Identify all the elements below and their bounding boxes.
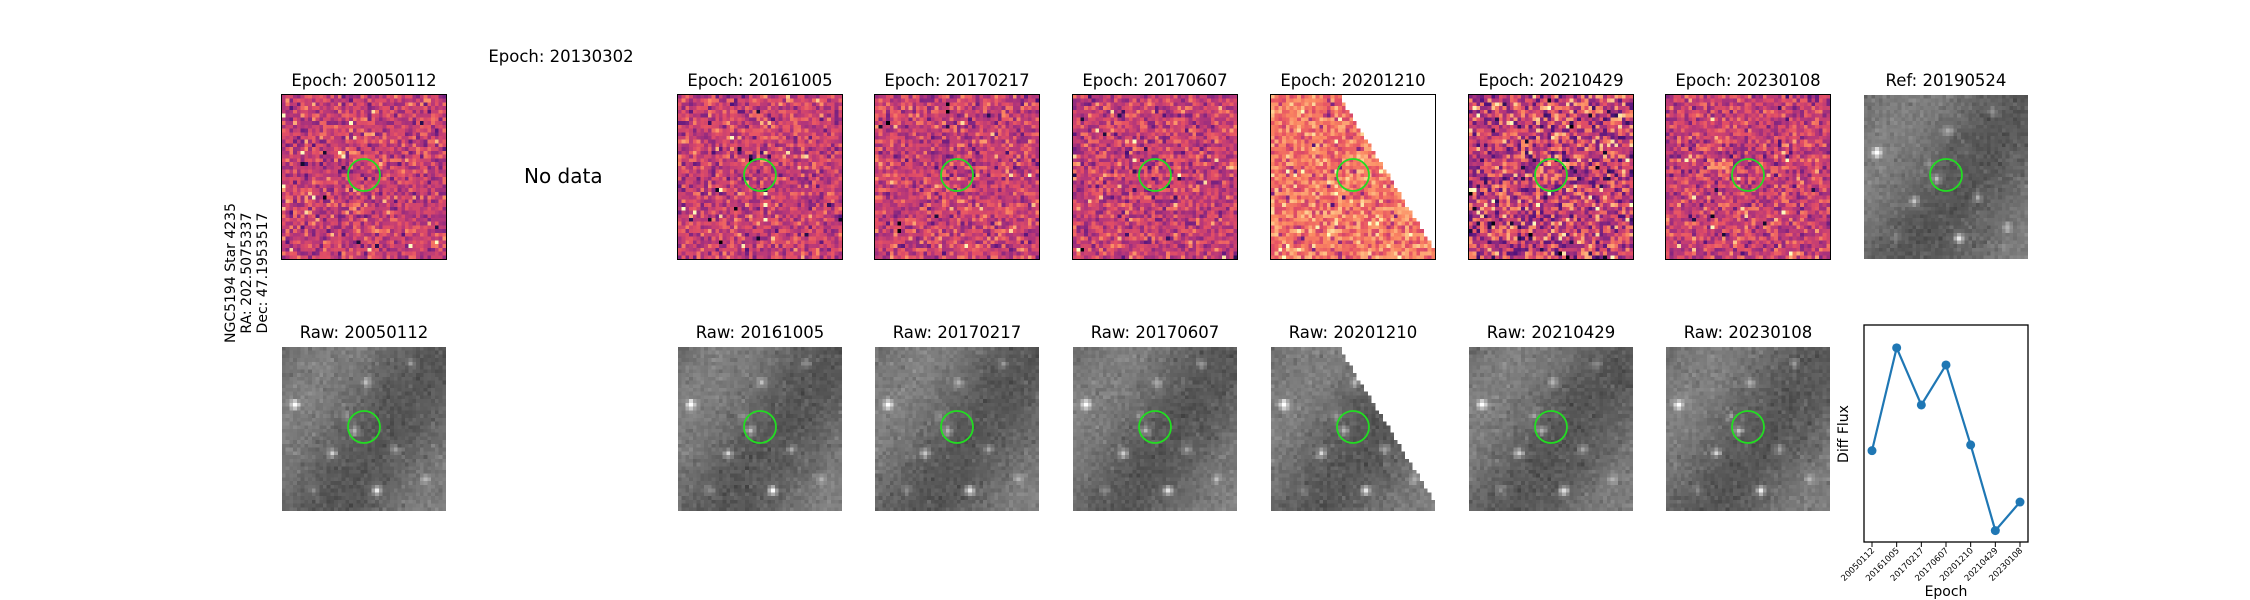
target-circle — [1534, 410, 1568, 444]
target-circle — [743, 410, 777, 444]
target-circle — [940, 158, 974, 192]
diff-panel-20170217 — [874, 94, 1040, 260]
diff-panel-20201210 — [1270, 94, 1436, 260]
plot-frame — [1863, 324, 2029, 543]
raw-image — [678, 347, 842, 511]
raw-image — [1073, 347, 1237, 511]
target-circle — [743, 158, 777, 192]
diff-image — [1469, 95, 1633, 259]
target-circle — [1929, 158, 1963, 192]
bottom-title-4: Raw: 20201210 — [1288, 323, 1418, 342]
data-point — [1990, 526, 2000, 536]
target-circle — [1731, 410, 1765, 444]
diff-image — [678, 95, 842, 259]
data-point — [1867, 446, 1877, 456]
series-line — [1870, 344, 2021, 533]
raw-panel-20050112 — [282, 347, 446, 511]
raw-image — [1469, 347, 1633, 511]
bottom-title-6: Raw: 20230108 — [1683, 323, 1813, 342]
no-data-text: No data — [524, 164, 603, 188]
raw-image — [875, 347, 1039, 511]
data-point — [1892, 343, 1902, 353]
diff-panel-20050112 — [281, 94, 447, 260]
raw-image — [1666, 347, 1830, 511]
top-title-0: Epoch: 20050112 — [291, 71, 437, 90]
diff-image — [875, 95, 1039, 259]
bottom-title-0: Raw: 20050112 — [299, 323, 429, 342]
raw-panel-20201210 — [1271, 347, 1435, 511]
target-circle — [1336, 410, 1370, 444]
diff-image — [1073, 95, 1237, 259]
x-ticks: 2005011220161005201702172017060720201210… — [1839, 542, 2025, 584]
raw-panel-20210429 — [1469, 347, 1633, 511]
bottom-title-1: Raw: 20161005 — [695, 323, 825, 342]
diff-image — [282, 95, 446, 259]
data-point — [2015, 497, 2025, 507]
target-circle — [347, 158, 381, 192]
bottom-title-2: Raw: 20170217 — [892, 323, 1022, 342]
y-axis-label: Diff Flux — [1836, 405, 1852, 463]
target-circles — [347, 158, 1963, 444]
target-circle — [1336, 158, 1370, 192]
raw-image — [1271, 347, 1435, 511]
top-title-4: Epoch: 20170607 — [1082, 71, 1228, 90]
diff-image — [1271, 95, 1435, 259]
top-title-3: Epoch: 20170217 — [884, 71, 1030, 90]
series-points — [1867, 343, 2025, 536]
raw-panel-20170607 — [1073, 347, 1237, 511]
raw-panel-20230108 — [1666, 347, 1830, 511]
data-point — [1941, 360, 1951, 370]
diff-panel-20161005 — [677, 94, 843, 260]
top-title-6: Epoch: 20210429 — [1478, 71, 1624, 90]
top-title-5: Epoch: 20201210 — [1280, 71, 1426, 90]
ref-panel-20190524 — [1864, 95, 2028, 259]
diff-panel-20170607 — [1072, 94, 1238, 260]
diff-panel-20230108 — [1665, 94, 1831, 260]
top-title-2: Epoch: 20161005 — [687, 71, 833, 90]
target-circle — [347, 410, 381, 444]
target-circle — [1731, 158, 1765, 192]
x-axis-label: Epoch — [1925, 584, 1968, 600]
target-circle — [1534, 158, 1568, 192]
data-point — [1966, 440, 1976, 450]
top-title-1: Epoch: 20130302 — [488, 47, 634, 66]
diff-panel-20210429 — [1468, 94, 1634, 260]
top-title-7: Epoch: 20230108 — [1675, 71, 1821, 90]
data-point — [1916, 400, 1926, 410]
bottom-title-5: Raw: 20210429 — [1486, 323, 1616, 342]
diff-image — [1666, 95, 1830, 259]
top-title-8: Ref: 20190524 — [1885, 71, 2007, 90]
raw-panel-20161005 — [678, 347, 842, 511]
target-circle — [1138, 158, 1172, 192]
ref-image — [1864, 95, 2028, 259]
raw-image — [282, 347, 446, 511]
target-circle — [940, 410, 974, 444]
target-circle — [1138, 410, 1172, 444]
light-curve-chart: 2005011220161005201702172017060720201210… — [1836, 324, 2029, 600]
bottom-title-3: Raw: 20170607 — [1090, 323, 1220, 342]
raw-panel-20170217 — [875, 347, 1039, 511]
